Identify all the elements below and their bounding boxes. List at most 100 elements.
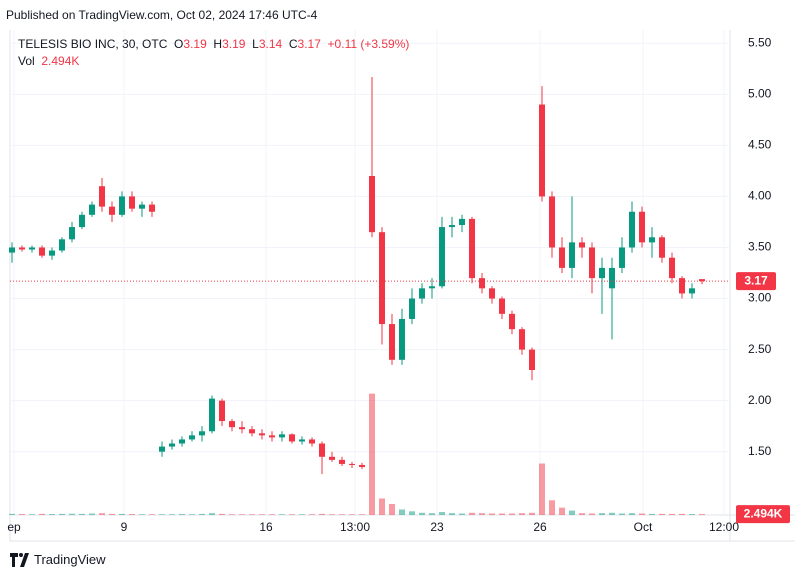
candle-body (289, 434, 295, 442)
candle-body (129, 196, 135, 209)
candle-body (199, 431, 205, 436)
volume-bar (319, 513, 325, 515)
candle-body (609, 267, 615, 289)
candle-body (379, 232, 385, 325)
candle-body (9, 247, 15, 253)
candle-body (19, 247, 25, 250)
change: +0.11 (+3.59%) (327, 37, 410, 51)
volume-bar (629, 513, 635, 515)
volume-bar (59, 513, 65, 515)
candle-body (619, 247, 625, 268)
volume-bar (79, 513, 85, 515)
candle-body (169, 443, 175, 447)
volume-bar (129, 514, 135, 515)
brand: TradingView (10, 552, 106, 567)
volume-bar (369, 393, 375, 515)
volume-bar (469, 512, 475, 515)
candle-body (629, 211, 635, 248)
candle-body (689, 288, 695, 294)
x-tick-label: 9 (121, 520, 128, 534)
brand-logo (10, 552, 29, 567)
candle-body (269, 435, 275, 438)
h-value: 3.19 (222, 37, 246, 51)
candle-body (479, 278, 485, 289)
candle-body (559, 247, 565, 268)
symbol: TELESIS BIO INC, 30, OTC (18, 37, 168, 51)
volume-bar (489, 513, 495, 515)
vol-value: 2.494K (41, 54, 80, 68)
candle-body (299, 439, 305, 442)
candle-body (659, 237, 665, 258)
volume-bar (449, 513, 455, 515)
volume-bar (279, 514, 285, 515)
candle-body (159, 446, 165, 452)
candle-body (399, 318, 405, 360)
volume-bar (229, 514, 235, 515)
volume-bar (249, 514, 255, 515)
c-label: C (288, 37, 298, 51)
candle-body (49, 250, 55, 256)
x-tick-label: Oct (634, 520, 653, 534)
volume-bar (589, 513, 595, 515)
volume-bar (49, 514, 55, 515)
volume-bar (209, 513, 215, 515)
candle-body (679, 278, 685, 294)
volume-bar (679, 513, 685, 515)
last-price-box (736, 272, 776, 291)
candle-body (439, 227, 445, 287)
volume-bar (529, 512, 535, 515)
candle-body (699, 279, 705, 282)
candle-body (499, 298, 505, 314)
candle-body (319, 443, 325, 457)
candle-body (589, 247, 595, 279)
volume-bar (459, 513, 465, 515)
volume-bar (149, 514, 155, 515)
candle-body (89, 204, 95, 215)
volume-bar (389, 503, 395, 515)
volume-bar (539, 463, 545, 515)
candle-body (239, 427, 245, 430)
volume-bar (239, 514, 245, 515)
volume-bar (339, 514, 345, 515)
volume-bar (519, 513, 525, 515)
candle-body (139, 204, 145, 209)
candle-body (69, 227, 75, 240)
volume-bar (549, 500, 555, 515)
volume-bar (609, 512, 615, 515)
x-tick-label: 26 (533, 520, 547, 534)
candle-body (549, 196, 555, 248)
l-label: L (252, 37, 259, 51)
volume-bar (379, 498, 385, 515)
legend: TELESIS BIO INC, 30, OTC O3.19 H3.19 L3.… (18, 36, 409, 70)
volume-bar (699, 514, 705, 515)
volume-bar (399, 509, 405, 515)
candles (9, 76, 730, 475)
candle-body (29, 247, 35, 250)
volume-bar (659, 513, 665, 515)
volume-bar (179, 514, 185, 515)
volume-bar (289, 514, 295, 515)
x-tick-label: 12:00 (709, 520, 739, 534)
y-tick-label: 1.50 (748, 444, 772, 458)
candle-body (419, 288, 425, 299)
candle-body (59, 239, 65, 251)
axes: 1.50 2.00 2.50 3.00 3.50 4.00 4.50 5.00 5.50 ep 9 1… (7, 35, 790, 534)
volume-bar (599, 513, 605, 515)
volume-bar (119, 513, 125, 515)
volume-bar (219, 513, 225, 515)
volume-bar (299, 514, 305, 515)
o-value: 3.19 (183, 37, 207, 51)
y-tick-label: 4.00 (748, 189, 772, 203)
candle-body (599, 267, 605, 279)
x-tick-label: 13:00 (340, 520, 370, 534)
candle-body (389, 324, 395, 360)
candle-body (339, 459, 345, 464)
volume-bar (479, 513, 485, 515)
volume-bar (409, 511, 415, 515)
volume-bar (419, 512, 425, 515)
volume-bar (689, 514, 695, 515)
h-label: H (213, 37, 223, 51)
candle-body (219, 400, 225, 422)
